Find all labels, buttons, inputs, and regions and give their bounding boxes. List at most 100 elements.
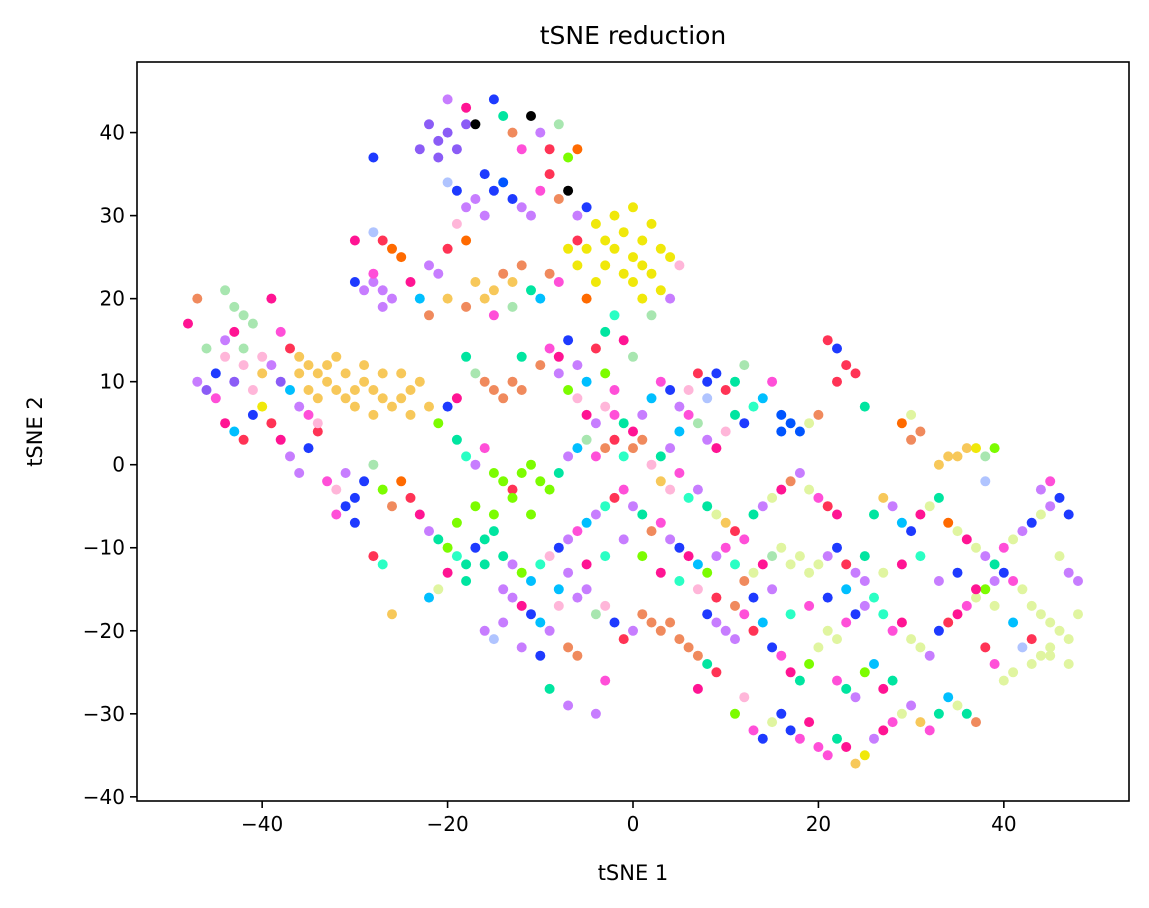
scatter-point	[563, 451, 574, 462]
scatter-point	[887, 717, 898, 728]
scatter-point	[563, 185, 574, 196]
scatter-point	[757, 559, 768, 570]
scatter-point	[646, 526, 657, 537]
scatter-point	[878, 725, 889, 736]
scatter-point	[590, 451, 601, 462]
scatter-point	[665, 293, 676, 304]
scatter-point	[294, 401, 305, 412]
scatter-point	[535, 293, 546, 304]
scatter-point	[229, 326, 240, 337]
scatter-point	[655, 567, 666, 578]
scatter-point	[859, 750, 870, 761]
scatter-point	[618, 484, 629, 495]
scatter-point	[553, 600, 564, 611]
scatter-point	[396, 393, 407, 404]
scatter-point	[665, 534, 676, 545]
scatter-point	[201, 385, 212, 395]
scatter-point	[294, 468, 305, 478]
scatter-point	[322, 376, 333, 387]
scatter-point	[396, 252, 407, 263]
scatter-point	[804, 659, 815, 669]
scatter-point	[535, 617, 546, 628]
scatter-point	[387, 243, 397, 254]
scatter-point	[405, 385, 416, 395]
scatter-point	[655, 376, 666, 387]
scatter-point	[600, 326, 611, 337]
scatter-point	[674, 576, 685, 586]
scatter-point	[303, 385, 314, 395]
scatter-point	[387, 401, 397, 412]
scatter-point	[507, 559, 518, 570]
scatter-point	[600, 551, 611, 562]
scatter-point	[590, 509, 601, 520]
scatter-point	[1026, 600, 1037, 611]
scatter-point	[822, 592, 833, 603]
scatter-point	[479, 559, 490, 570]
scatter-point	[451, 551, 462, 562]
scatter-point	[1045, 642, 1056, 653]
scatter-point	[748, 725, 759, 736]
scatter-point	[748, 401, 759, 412]
scatter-point	[637, 293, 648, 304]
scatter-point	[349, 401, 360, 412]
scatter-point	[637, 434, 648, 445]
scatter-point	[461, 202, 472, 213]
scatter-point	[572, 144, 583, 155]
scatter-point	[980, 476, 991, 487]
scatter-point	[1017, 642, 1028, 653]
scatter-point	[479, 169, 490, 180]
scatter-point	[516, 600, 527, 611]
scatter-point	[618, 268, 629, 279]
scatter-point	[229, 376, 240, 387]
y-tick-label: 20	[100, 287, 125, 311]
scatter-point	[720, 426, 731, 437]
scatter-point	[804, 600, 815, 611]
scatter-point	[507, 277, 518, 287]
scatter-point	[730, 559, 740, 570]
scatter-point	[683, 492, 694, 503]
scatter-point	[933, 576, 944, 586]
scatter-point	[331, 351, 342, 362]
scatter-point	[433, 584, 444, 595]
scatter-point	[1017, 526, 1028, 537]
scatter-point	[841, 584, 852, 595]
scatter-point	[563, 534, 574, 545]
scatter-point	[618, 335, 629, 346]
scatter-point	[581, 243, 592, 254]
scatter-point	[998, 675, 1009, 686]
scatter-point	[238, 360, 249, 371]
scatter-point	[238, 434, 249, 445]
scatter-point	[1063, 509, 1074, 520]
scatter-point	[887, 501, 898, 512]
scatter-point	[711, 551, 722, 562]
scatter-point	[980, 451, 991, 462]
scatter-point	[841, 617, 852, 628]
scatter-point	[767, 376, 778, 387]
scatter-point	[655, 517, 666, 528]
scatter-point	[998, 542, 1009, 553]
scatter-point	[581, 376, 592, 387]
scatter-point	[933, 459, 944, 470]
scatter-point	[424, 526, 434, 537]
scatter-point	[322, 476, 333, 487]
scatter-point	[247, 318, 258, 329]
scatter-point	[730, 409, 740, 420]
scatter-point	[220, 335, 231, 346]
scatter-point	[618, 451, 629, 462]
scatter-point	[646, 310, 657, 321]
scatter-point	[349, 492, 360, 503]
scatter-point	[952, 451, 963, 462]
scatter-point	[813, 742, 824, 752]
scatter-point	[247, 385, 258, 395]
scatter-point	[822, 625, 833, 636]
scatter-point	[553, 119, 564, 130]
scatter-point	[257, 401, 268, 412]
x-axis-label: tSNE 1	[598, 861, 669, 885]
scatter-point	[896, 559, 907, 570]
scatter-point	[377, 368, 388, 379]
scatter-point	[980, 551, 991, 562]
scatter-point	[878, 492, 889, 503]
scatter-point	[674, 634, 685, 645]
scatter-point	[220, 351, 231, 362]
scatter-point	[331, 385, 342, 395]
